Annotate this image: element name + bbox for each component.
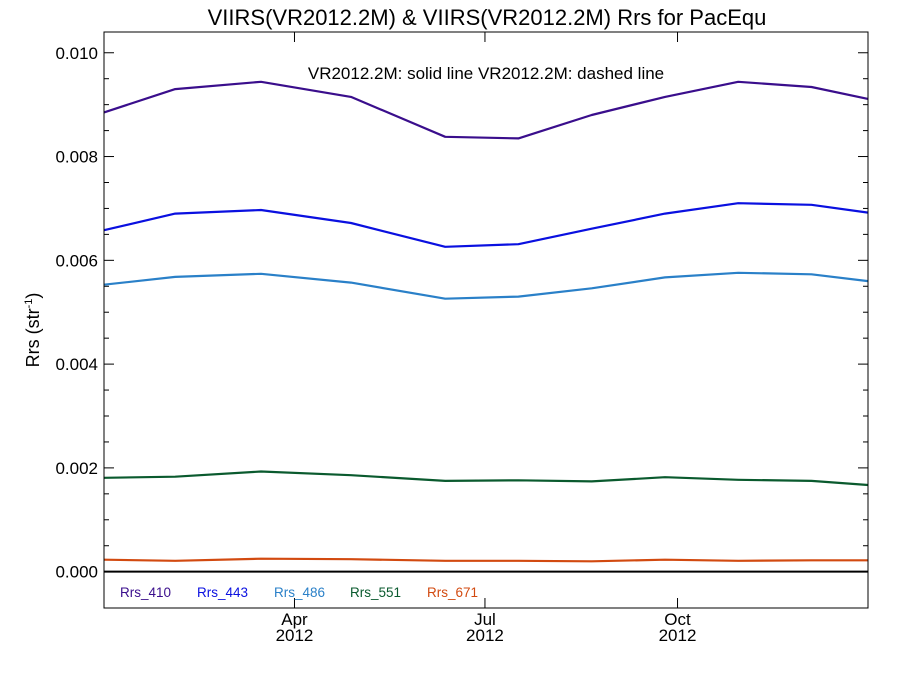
x-tick-label-month: Jul bbox=[474, 610, 496, 629]
legend-entry-rrs-551: Rrs_551 bbox=[350, 585, 401, 600]
series-line-rrs-410 bbox=[103, 80, 869, 140]
y-tick-label: 0.006 bbox=[55, 251, 98, 270]
series-line-rrs-443 bbox=[103, 202, 869, 248]
y-axis-label-superscript: -1 bbox=[23, 299, 35, 309]
x-tick-label-year: 2012 bbox=[466, 626, 504, 645]
series-line-rrs-486 bbox=[103, 271, 869, 300]
y-tick-label: 0.000 bbox=[55, 563, 98, 582]
legend-entry-rrs-410: Rrs_410 bbox=[120, 585, 171, 600]
chart-title: VIIRS(VR2012.2M) & VIIRS(VR2012.2M) Rrs … bbox=[208, 5, 767, 30]
y-axis-label-close: ) bbox=[23, 293, 43, 299]
x-tick-label-month: Oct bbox=[664, 610, 691, 629]
legend-entry-rrs-486: Rrs_486 bbox=[274, 585, 325, 600]
svg-text:Rrs (str-1): Rrs (str-1) bbox=[23, 293, 43, 368]
series-line-rrs-671 bbox=[103, 557, 868, 563]
y-axis-label-text: Rrs (str bbox=[23, 308, 43, 367]
y-tick-label: 0.010 bbox=[55, 44, 98, 63]
y-tick-label: 0.002 bbox=[55, 459, 98, 478]
plot-frame bbox=[103, 31, 869, 609]
series-line-rrs-551 bbox=[103, 470, 869, 487]
x-tick-label-month: Apr bbox=[281, 610, 308, 629]
legend-entry-rrs-443: Rrs_443 bbox=[197, 585, 248, 600]
legend-entry-rrs-671: Rrs_671 bbox=[427, 585, 478, 600]
x-tick-label-year: 2012 bbox=[276, 626, 314, 645]
line-style-annotation: VR2012.2M: solid line VR2012.2M: dashed … bbox=[308, 64, 664, 83]
x-tick-label-year: 2012 bbox=[659, 626, 697, 645]
y-axis-label: Rrs (str-1) bbox=[23, 293, 43, 368]
y-tick-label: 0.004 bbox=[55, 355, 98, 374]
y-tick-label: 0.008 bbox=[55, 148, 98, 167]
